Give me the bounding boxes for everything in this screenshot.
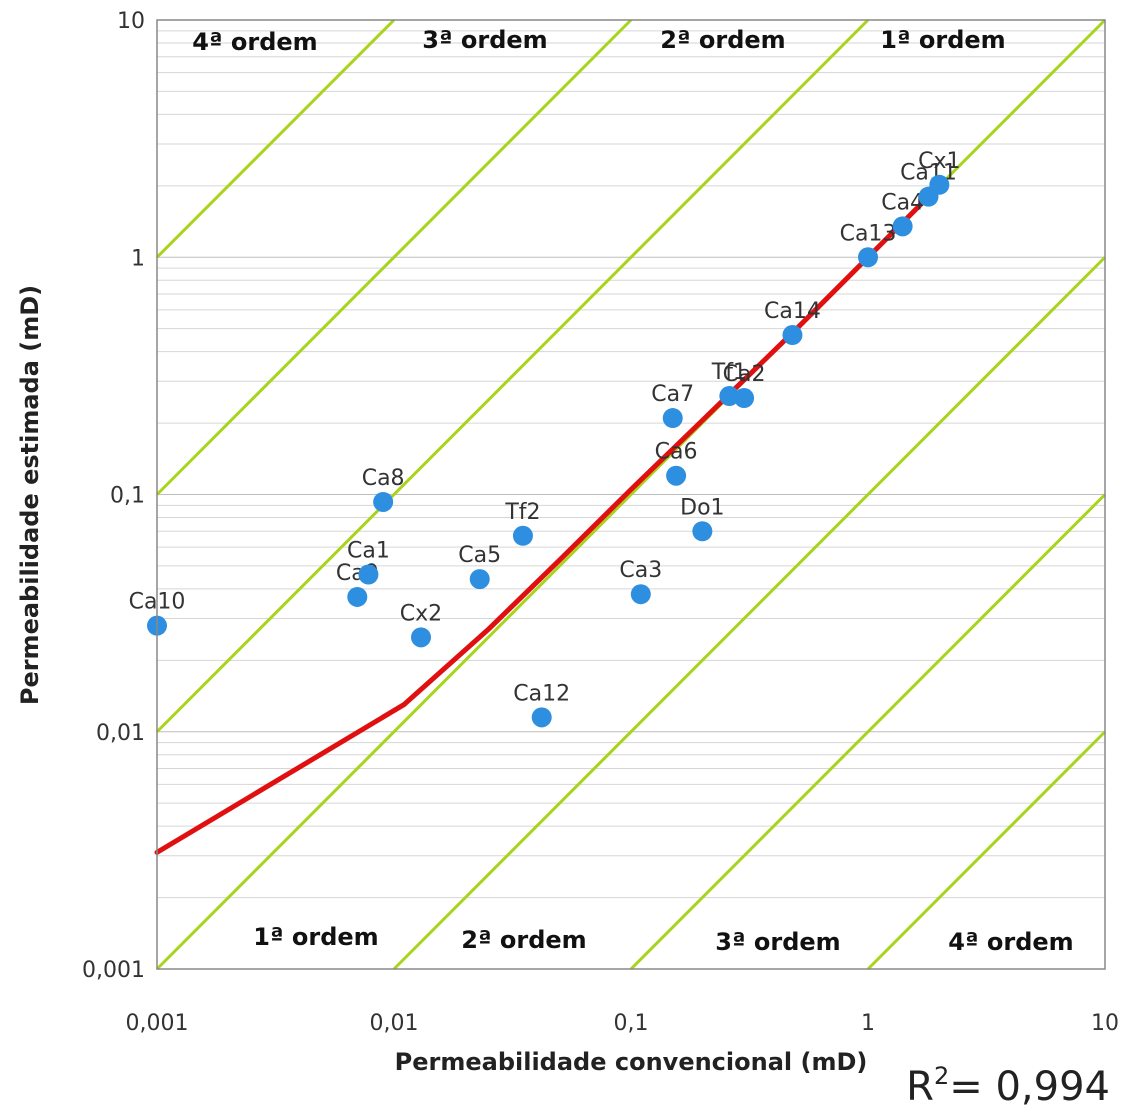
order-line [155,18,396,259]
data-point [719,386,740,407]
data-point-label: Ca12 [513,681,570,706]
order-label-bottom-4: 4ª ordem [948,928,1073,956]
data-point [469,569,490,590]
data-point-label: Ca4 [881,190,924,215]
data-point-label: Do1 [680,495,724,520]
data-point [692,521,713,542]
r-squared-annotation: R2= 0,994 [906,1062,1110,1110]
data-point-label: Ca1 [347,539,390,564]
y-tick-label: 0,001 [82,958,145,983]
y-axis-title: Permeabilidade estimada (mD) [16,285,44,705]
fit-line [154,183,942,855]
y-tick-label: 1 [131,246,145,271]
tick-labels: 0,001 0,01 0,1 1 10 0,001 0,01 0,1 1 10 [82,9,1119,1036]
data-point [358,564,379,585]
data-point [662,408,683,429]
data-point [347,586,368,607]
order-label-top-3: 3ª ordem [422,26,547,54]
x-tick-label: 0,1 [614,1011,649,1036]
y-tick-label: 0,01 [96,721,145,746]
data-point-label: Ca7 [651,382,694,407]
order-lines [155,18,1107,971]
data-point-label: Ca13 [840,221,897,246]
data-point [929,174,950,195]
data-point [858,247,878,268]
order-label-bottom-2: 2ª ordem [461,926,586,954]
fit-line-group [154,183,942,855]
data-point-label: Ca14 [764,299,821,324]
data-points: Ca10Ca9Ca1Ca8Cx2Ca5Tf2Ca12Ca3Ca7Ca6Do1Tf… [129,149,961,728]
order-line [155,18,633,496]
y-tick-label: 0,1 [110,484,145,509]
order-label-bottom-3: 3ª ordem [715,928,840,956]
data-point-label: Cx2 [400,601,442,626]
data-point [531,707,552,728]
data-point [666,465,687,486]
data-point [512,525,533,546]
order-line [392,256,1107,971]
gridlines [157,30,1105,899]
data-point [782,325,803,346]
data-point-label: Ca6 [655,440,698,465]
x-tick-label: 0,01 [370,1011,419,1036]
data-point-label: Tf2 [504,500,540,525]
data-point [630,584,651,605]
x-tick-label: 10 [1091,1011,1119,1036]
order-label-top-2: 2ª ordem [660,26,785,54]
data-point [373,491,394,512]
data-point-label: Ca8 [362,466,405,491]
data-point-label: Cx1 [918,149,960,174]
data-point-label: Ca3 [619,558,662,583]
y-tick-label: 10 [117,9,145,34]
order-line [629,493,1107,971]
order-label-bottom-1: 1ª ordem [253,923,378,951]
order-line [866,730,1107,971]
plot-frame [156,19,1106,970]
order-label-top-1: 1ª ordem [880,26,1005,54]
data-point-label: Tf1 [711,360,747,385]
data-point [411,627,432,648]
x-tick-label: 1 [861,1011,875,1036]
data-point [734,388,755,409]
order-line [155,18,1107,971]
x-axis-title: Permeabilidade convencional (mD) [395,1048,868,1076]
data-point [892,216,913,237]
data-point-label: Ca2 [723,362,766,387]
order-line [155,18,870,733]
order-label-top-4: 4ª ordem [192,28,317,56]
data-point-label: Ca5 [458,543,501,568]
x-tick-label: 0,001 [126,1011,189,1036]
